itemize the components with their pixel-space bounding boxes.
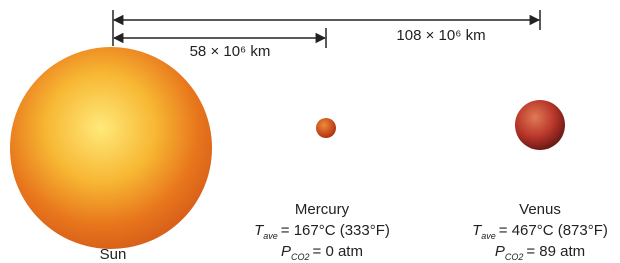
mercury — [316, 118, 336, 138]
symbol: P — [495, 243, 505, 260]
diagram: 108 × 10⁶ km 58 × 10⁶ km Sun Mercury Tav… — [0, 0, 620, 263]
value: = 467°C (873°F) — [499, 222, 608, 239]
body-name: Venus — [519, 201, 561, 218]
body-name: Sun — [100, 246, 127, 263]
value: = 167°C (333°F) — [281, 222, 390, 239]
venus — [515, 100, 565, 150]
value: = 0 atm — [313, 243, 363, 260]
subscript: ave — [263, 231, 278, 241]
page: 108 × 10⁶ km 58 × 10⁶ km Sun Mercury Tav… — [0, 0, 620, 263]
body-name: Mercury — [295, 201, 350, 218]
sun — [10, 47, 212, 249]
symbol: P — [281, 243, 291, 260]
value: = 89 atm — [526, 243, 585, 260]
distance-label: 58 × 10⁶ km — [190, 43, 271, 60]
subscript: CO2 — [291, 252, 310, 262]
subscript: CO2 — [505, 252, 524, 262]
pressure: PCO2= 89 atm — [495, 243, 585, 262]
temperature: Tave= 167°C (333°F) — [254, 222, 390, 241]
distance-label: 108 × 10⁶ km — [396, 27, 485, 44]
temperature: Tave= 467°C (873°F) — [472, 222, 608, 241]
pressure: PCO2= 0 atm — [281, 243, 363, 262]
subscript: ave — [481, 231, 496, 241]
